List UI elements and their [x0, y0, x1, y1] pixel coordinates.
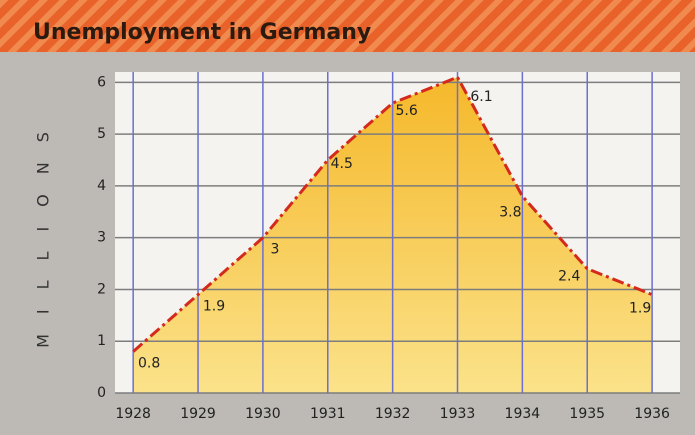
y-tick-label: 6 [97, 74, 106, 90]
y-tick-label: 4 [97, 178, 106, 194]
value-label: 2.4 [558, 269, 580, 285]
chart-title: Unemployment in Germany [33, 20, 371, 45]
x-tick-label: 1934 [505, 406, 541, 422]
x-tick-label: 1930 [245, 406, 281, 422]
value-label: 3 [270, 242, 279, 258]
y-tick-label: 5 [97, 126, 106, 142]
value-label: 4.5 [331, 156, 353, 172]
y-tick-label: 1 [97, 333, 106, 349]
x-tick-label: 1932 [375, 406, 411, 422]
value-label: 3.8 [499, 204, 521, 220]
x-tick-label: 1935 [569, 406, 605, 422]
value-label: 1.9 [203, 299, 225, 315]
y-tick-label: 2 [97, 281, 106, 297]
value-label: 1.9 [629, 301, 651, 317]
x-tick-label: 1928 [115, 406, 151, 422]
x-tick-label: 1936 [634, 406, 670, 422]
x-tick-label: 1933 [440, 406, 476, 422]
value-label: 6.1 [470, 89, 492, 105]
chart: Unemployment in Germany MILLIONS 0 1 2 3 4 5 6… [0, 0, 695, 435]
value-label: 0.8 [138, 356, 160, 372]
y-tick-label: 3 [97, 230, 106, 246]
x-tick-label: 1929 [180, 406, 216, 422]
x-tick-label: 1931 [310, 406, 346, 422]
y-axis-label: MILLIONS [34, 112, 53, 348]
y-tick-label: 0 [97, 385, 106, 401]
value-label: 5.6 [396, 103, 418, 119]
